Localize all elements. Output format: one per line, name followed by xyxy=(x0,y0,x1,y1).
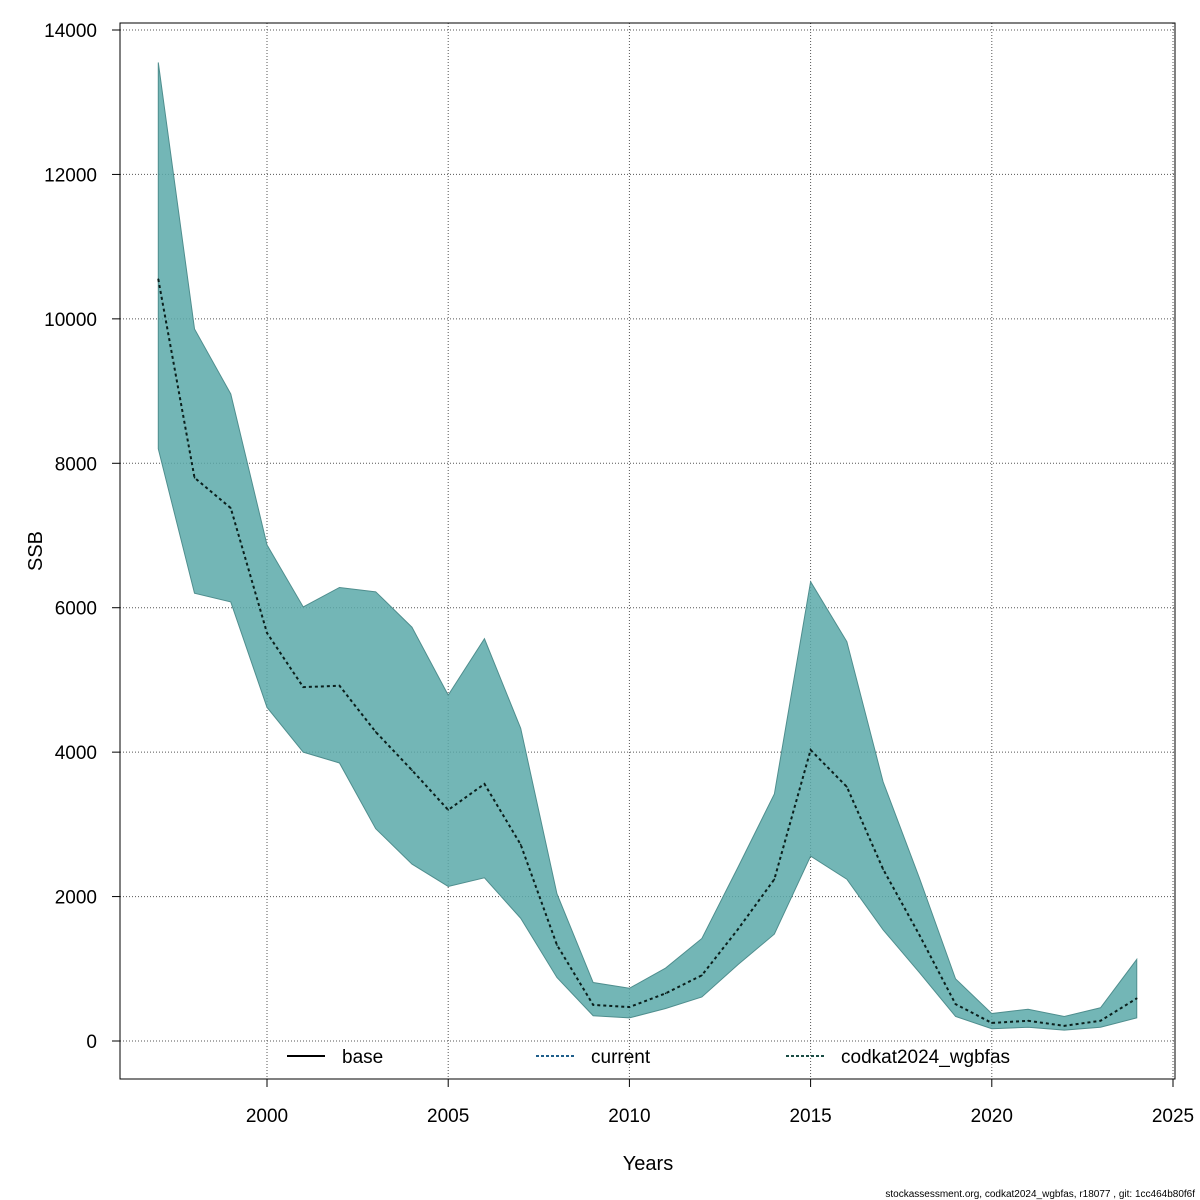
y-tick-label: 2000 xyxy=(55,888,97,909)
x-tick-label: 2015 xyxy=(789,1106,831,1127)
data-point xyxy=(701,974,703,977)
y-tick-label: 8000 xyxy=(55,454,97,475)
confidence-band xyxy=(157,62,1138,1031)
data-point xyxy=(483,783,486,785)
data-point xyxy=(411,769,413,771)
x-tick-label: 2005 xyxy=(427,1106,469,1127)
x-tick-label: 2020 xyxy=(971,1106,1013,1127)
data-point xyxy=(157,278,160,280)
estimate-line-layer xyxy=(157,278,1138,1027)
x-tick-label: 2000 xyxy=(246,1106,288,1127)
legend-item-current: current xyxy=(536,1047,651,1068)
y-axis-title: SSB xyxy=(25,531,47,571)
data-point xyxy=(773,878,776,881)
legend-label: codkat2024_wgbfas xyxy=(841,1047,1010,1068)
grid-lines xyxy=(120,23,1175,1079)
y-tick-label: 10000 xyxy=(44,310,97,331)
data-point xyxy=(229,507,232,509)
plot-frame xyxy=(119,22,1176,1080)
legend-label: base xyxy=(342,1047,383,1068)
data-point xyxy=(302,686,305,688)
data-point xyxy=(664,992,667,995)
data-point xyxy=(338,684,341,687)
x-axis: 2000 2005 2010 2015 2020 2025 xyxy=(246,1078,1194,1127)
y-tick-label: 6000 xyxy=(55,599,97,620)
data-point xyxy=(193,476,196,479)
y-tick-label: 12000 xyxy=(44,165,97,186)
y-tick-label: 4000 xyxy=(55,743,97,764)
y-axis: 0 2000 4000 6000 8000 10000 12000 14000 xyxy=(44,21,120,1053)
data-point xyxy=(374,731,377,733)
x-axis-title: Years xyxy=(623,1153,673,1175)
data-point xyxy=(991,1022,993,1024)
y-tick-label: 14000 xyxy=(44,21,97,42)
data-point xyxy=(1027,1019,1029,1022)
data-point xyxy=(628,1006,631,1008)
y-tick-label: 0 xyxy=(86,1032,97,1053)
data-point xyxy=(809,749,812,751)
data-point xyxy=(1135,997,1138,1000)
confidence-band-layer xyxy=(157,62,1138,1031)
legend-label: current xyxy=(591,1047,651,1068)
data-point xyxy=(954,1003,957,1005)
x-tick-label: 2025 xyxy=(1152,1106,1194,1127)
data-point xyxy=(1099,1019,1102,1022)
footer-credit: stockassessment.org, codkat2024_wgbfas, … xyxy=(885,1189,1195,1200)
data-point xyxy=(519,843,522,846)
data-point xyxy=(846,786,848,788)
data-point xyxy=(556,944,558,946)
legend: base current codkat2024_wgbfas xyxy=(287,1047,1010,1068)
data-point xyxy=(882,868,884,870)
data-point xyxy=(266,632,268,634)
legend-item-base: base xyxy=(287,1047,383,1068)
data-point xyxy=(737,928,739,930)
data-point xyxy=(1063,1025,1066,1027)
legend-item-codkat2024_wgbfas: codkat2024_wgbfas xyxy=(786,1047,1010,1068)
x-tick-label: 2010 xyxy=(608,1106,650,1127)
data-point xyxy=(447,809,450,811)
data-point xyxy=(592,1004,594,1006)
data-point xyxy=(918,934,921,936)
series-line-codkat2024_wgbfas xyxy=(157,278,1138,1027)
